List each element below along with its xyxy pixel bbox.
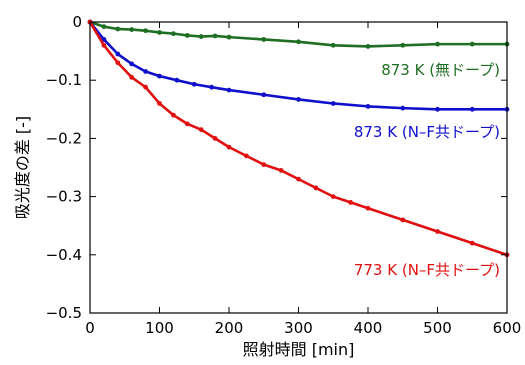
data-point xyxy=(469,41,475,47)
data-point xyxy=(435,229,440,234)
series-layer xyxy=(87,19,510,258)
data-point xyxy=(435,106,440,112)
data-point xyxy=(198,127,204,133)
data-point xyxy=(226,34,232,40)
legend: 873 K (無ドープ) 873 K (N–F共ドープ) 773 K (N–F共ドー… xyxy=(354,61,500,279)
x-tick-label: 0 xyxy=(85,319,95,337)
data-point xyxy=(313,185,319,191)
x-axis-title: 照射時間 [min] xyxy=(243,340,355,359)
data-point xyxy=(143,84,149,90)
data-point xyxy=(101,24,107,30)
data-point xyxy=(261,92,267,98)
y-tick-label: 0 xyxy=(72,13,82,31)
y-axis-title: 吸光度の差 [-] xyxy=(13,116,32,219)
data-point xyxy=(243,153,249,159)
data-point xyxy=(209,84,215,90)
data-point xyxy=(296,176,301,182)
y-tick-label: −0.5 xyxy=(46,304,82,322)
data-point xyxy=(261,162,267,167)
data-point xyxy=(348,200,354,205)
series-line xyxy=(88,21,507,111)
data-point xyxy=(174,77,180,83)
y-tick-label: −0.1 xyxy=(46,71,82,89)
data-point xyxy=(278,168,284,173)
data-point xyxy=(171,31,176,37)
x-tick-label: 100 xyxy=(145,319,174,337)
data-point xyxy=(157,101,162,106)
x-tick-label: 300 xyxy=(284,319,313,337)
data-point xyxy=(171,112,176,118)
data-point xyxy=(469,240,475,246)
y-tick-label: −0.2 xyxy=(46,129,82,147)
x-tick-label: 600 xyxy=(493,319,522,337)
data-point xyxy=(191,81,197,87)
x-tick-label: 500 xyxy=(423,319,452,337)
data-point xyxy=(129,74,135,80)
data-point xyxy=(129,27,135,32)
data-point xyxy=(184,121,190,127)
y-tick-label: −0.4 xyxy=(46,246,82,264)
data-point xyxy=(115,26,121,32)
data-point xyxy=(400,217,406,223)
data-point xyxy=(365,205,371,211)
y-tick-label: −0.3 xyxy=(46,188,82,206)
data-point xyxy=(115,51,121,57)
data-point xyxy=(212,136,218,141)
data-point xyxy=(296,39,301,45)
data-point xyxy=(157,30,162,35)
data-point xyxy=(330,101,336,106)
data-point xyxy=(198,34,204,39)
data-point xyxy=(101,37,107,42)
data-point xyxy=(365,103,371,109)
data-point xyxy=(226,87,232,93)
data-point xyxy=(143,69,149,74)
x-tick-label: 200 xyxy=(215,319,244,337)
data-point xyxy=(226,144,232,150)
data-point xyxy=(330,42,336,48)
data-point xyxy=(296,97,301,102)
data-point xyxy=(157,73,162,79)
series-label: 773 K (N–F共ドープ) xyxy=(354,261,500,279)
data-point xyxy=(101,42,107,48)
data-point xyxy=(469,106,475,112)
data-point xyxy=(400,105,406,111)
x-axis: 0 100 200 300 400 500 600 xyxy=(85,22,521,337)
data-point xyxy=(115,60,121,66)
data-point xyxy=(400,42,406,48)
data-point xyxy=(435,41,440,47)
series-label: 873 K (無ドープ) xyxy=(381,61,500,79)
series-label: 873 K (N–F共ドープ) xyxy=(354,123,500,141)
data-point xyxy=(330,194,336,200)
data-point xyxy=(143,28,149,34)
data-point xyxy=(184,32,190,38)
x-tick-label: 400 xyxy=(354,319,383,337)
data-point xyxy=(129,61,135,67)
data-point xyxy=(261,37,267,42)
y-axis: 0 −0.1 −0.2 −0.3 −0.4 −0.5 xyxy=(46,13,507,322)
data-point xyxy=(212,33,218,39)
data-point xyxy=(365,44,371,49)
